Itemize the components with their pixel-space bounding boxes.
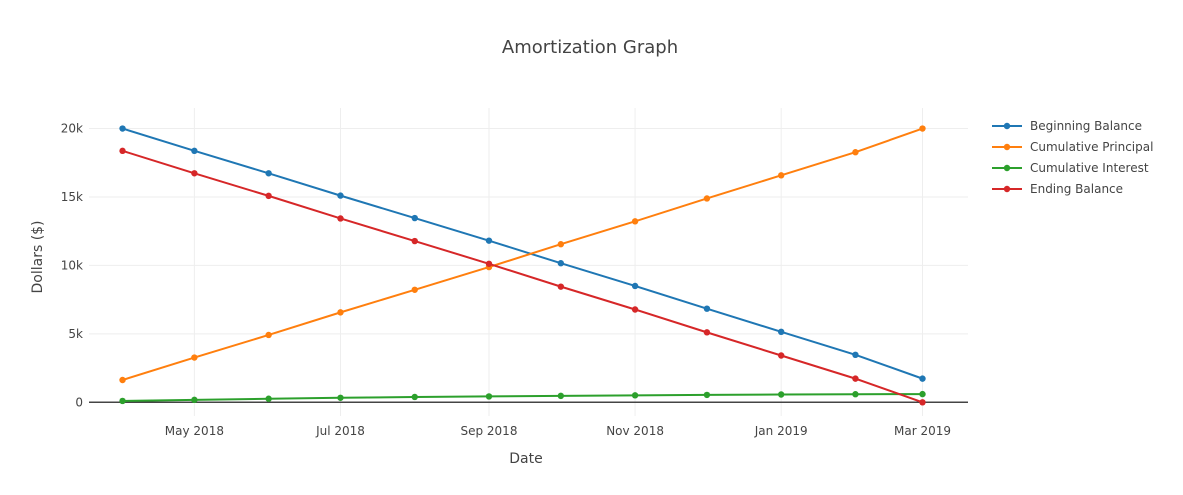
data-point bbox=[703, 329, 711, 336]
legend-swatch-marker bbox=[1003, 185, 1011, 193]
data-point bbox=[191, 170, 198, 177]
data-point bbox=[265, 170, 272, 177]
series-line bbox=[122, 393, 923, 402]
data-point bbox=[919, 125, 926, 132]
data-point bbox=[919, 390, 926, 398]
data-point bbox=[919, 399, 926, 406]
data-point bbox=[631, 306, 639, 313]
data-point bbox=[852, 351, 859, 359]
data-point bbox=[919, 375, 926, 382]
data-point bbox=[191, 354, 198, 361]
legend-item[interactable]: Cumulative Interest bbox=[992, 161, 1149, 175]
chart-title: Amortization Graph bbox=[502, 37, 678, 58]
data-point bbox=[411, 286, 418, 293]
data-point bbox=[703, 195, 711, 202]
data-point bbox=[485, 393, 493, 400]
legend-swatch-marker bbox=[1003, 164, 1011, 172]
y-tick-label: 10k bbox=[61, 258, 83, 272]
y-axis-title: Dollars ($) bbox=[30, 220, 46, 293]
x-axis-title: Date bbox=[509, 451, 542, 467]
data-point bbox=[411, 214, 418, 222]
series-ending-balance bbox=[119, 147, 926, 406]
data-point bbox=[557, 260, 565, 267]
data-point bbox=[265, 331, 272, 339]
legend-swatch-marker bbox=[1003, 122, 1011, 130]
legend[interactable]: Beginning Balance Cumulative Principal Cum… bbox=[992, 119, 1153, 196]
x-tick-label: Jul 2018 bbox=[315, 424, 365, 438]
data-point bbox=[852, 149, 859, 156]
y-tick-label: 0 bbox=[75, 395, 83, 409]
data-point bbox=[485, 237, 493, 244]
series-beginning-balance bbox=[119, 125, 926, 382]
data-point bbox=[265, 192, 272, 200]
data-point bbox=[265, 395, 272, 402]
legend-label: Cumulative Principal bbox=[1030, 140, 1153, 154]
data-point bbox=[852, 391, 859, 398]
y-tick-label: 15k bbox=[61, 190, 83, 204]
data-point bbox=[703, 391, 711, 399]
data-point bbox=[337, 215, 344, 222]
data-point bbox=[631, 392, 639, 399]
data-point bbox=[557, 283, 565, 290]
data-point bbox=[337, 309, 344, 316]
series-line bbox=[122, 127, 923, 380]
data-point bbox=[119, 397, 126, 405]
data-point bbox=[119, 376, 126, 384]
data-point bbox=[191, 147, 198, 155]
x-tick-label: Mar 2019 bbox=[894, 424, 951, 438]
data-point bbox=[485, 260, 493, 267]
series-cumulative-interest bbox=[119, 390, 926, 405]
data-point bbox=[777, 328, 785, 336]
x-tick-label: Nov 2018 bbox=[606, 424, 664, 438]
data-point bbox=[119, 125, 126, 132]
data-point bbox=[191, 396, 198, 404]
data-point bbox=[557, 392, 565, 400]
y-tick-label: 20k bbox=[61, 122, 83, 136]
data-point bbox=[119, 147, 126, 155]
series-line bbox=[122, 127, 923, 381]
data-point bbox=[337, 394, 344, 401]
series-cumulative-principal bbox=[119, 125, 926, 384]
legend-item[interactable]: Ending Balance bbox=[992, 182, 1123, 196]
grid-layer bbox=[89, 108, 968, 416]
legend-label: Ending Balance bbox=[1030, 182, 1123, 196]
data-point bbox=[777, 391, 785, 398]
axis-layer: May 2018 Jul 2018 Sep 2018 Nov 2018 Jan 2019… bbox=[61, 122, 968, 438]
series-line bbox=[122, 149, 923, 404]
data-point bbox=[852, 375, 859, 382]
series-layer bbox=[119, 125, 926, 406]
data-point bbox=[631, 282, 639, 290]
data-point bbox=[337, 192, 344, 199]
data-point bbox=[777, 172, 785, 179]
data-point bbox=[557, 241, 565, 248]
x-tick-label: Sep 2018 bbox=[460, 424, 517, 438]
x-tick-label: Jan 2019 bbox=[754, 424, 808, 438]
data-point bbox=[631, 218, 639, 225]
data-point bbox=[411, 237, 418, 245]
data-point bbox=[411, 393, 418, 401]
legend-label: Beginning Balance bbox=[1030, 119, 1142, 133]
y-tick-label: 5k bbox=[68, 327, 83, 341]
data-point bbox=[777, 352, 785, 359]
legend-item[interactable]: Beginning Balance bbox=[992, 119, 1142, 133]
legend-swatch-marker bbox=[1003, 143, 1011, 151]
legend-item[interactable]: Cumulative Principal bbox=[992, 140, 1153, 154]
legend-label: Cumulative Interest bbox=[1030, 161, 1149, 175]
data-point bbox=[703, 305, 711, 312]
x-tick-label: May 2018 bbox=[165, 424, 224, 438]
